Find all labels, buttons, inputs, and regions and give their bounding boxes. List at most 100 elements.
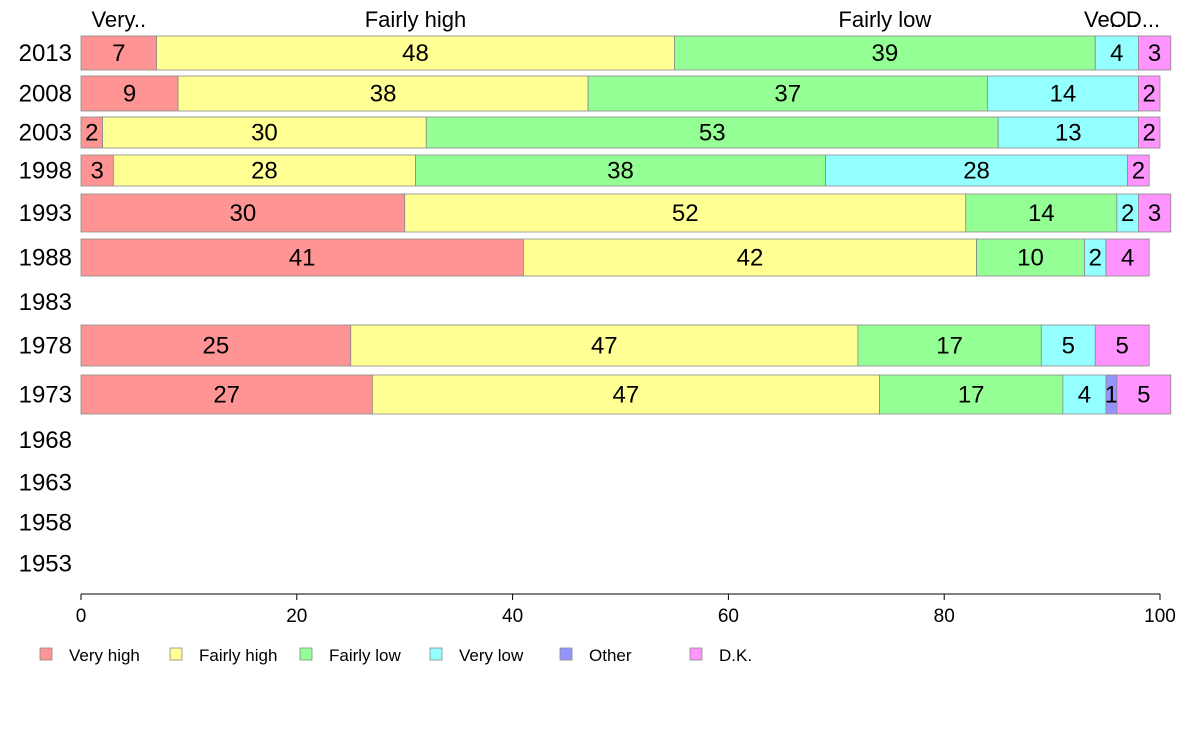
bar-label-2003-very-low: 13	[1055, 120, 1082, 147]
bar-label-1978-fairly-low: 17	[936, 333, 963, 360]
x-tick-label-20: 20	[286, 606, 307, 627]
bar-label-1993-very-low: 2	[1121, 200, 1134, 227]
top-label-4: O..	[1109, 7, 1138, 32]
bar-label-1988-fairly-high: 42	[737, 245, 764, 272]
bar-label-1993-fairly-low: 14	[1028, 200, 1055, 227]
y-tick-label-1963: 1963	[19, 470, 72, 497]
bar-label-2013-fairly-low: 39	[872, 40, 899, 67]
y-tick-label-1968: 1968	[19, 427, 72, 454]
legend-swatch-very-low	[429, 647, 443, 661]
bar-label-1998-fairly-high: 28	[251, 158, 278, 185]
legend-label-very-high: Very high	[69, 646, 140, 665]
x-tick-label-40: 40	[502, 606, 523, 627]
bar-2008-very-low	[986, 75, 1139, 112]
legend-label-other: Other	[589, 646, 632, 665]
bar-label-1998-d-k: 2	[1132, 158, 1145, 185]
bar-label-1978-very-high: 25	[203, 333, 230, 360]
bar-label-2008-very-low: 14	[1050, 81, 1077, 108]
bar-label-2003-fairly-high: 30	[251, 120, 278, 147]
y-tick-label-1988: 1988	[19, 245, 72, 272]
y-tick-label-1998: 1998	[19, 158, 72, 185]
bar-label-1973-fairly-low: 17	[958, 382, 985, 409]
bar-2008-very-high	[80, 75, 179, 112]
legend-swatch-very-high	[39, 647, 53, 661]
x-tick-label-60: 60	[718, 606, 739, 627]
bar-1978-fairly-low	[857, 324, 1042, 367]
bar-label-1998-very-low: 28	[963, 158, 990, 185]
legend-swatch-fairly-high	[169, 647, 183, 661]
bar-label-1973-fairly-high: 47	[613, 382, 640, 409]
bar-label-1973-very-high: 27	[213, 382, 240, 409]
top-label-2: Fairly low	[838, 7, 931, 32]
y-tick-label-2008: 2008	[19, 81, 72, 108]
bar-label-1978-d-k: 5	[1116, 333, 1129, 360]
y-tick-label-1953: 1953	[19, 551, 72, 578]
legend-label-very-low: Very low	[459, 646, 524, 665]
bar-label-1988-d-k: 4	[1121, 245, 1134, 272]
bar-2008-fairly-low	[587, 75, 988, 112]
bar-2003-fairly-low	[425, 116, 999, 149]
bar-2003-fairly-high	[102, 116, 427, 149]
bar-label-2003-fairly-low: 53	[699, 120, 726, 147]
bar-label-2008-d-k: 2	[1143, 81, 1156, 108]
legend-swatch-other	[559, 647, 573, 661]
bar-label-2013-very-low: 4	[1110, 40, 1123, 67]
bar-label-2003-very-high: 2	[85, 120, 98, 147]
y-tick-label-2013: 2013	[19, 40, 72, 67]
bar-1978-fairly-high	[350, 324, 859, 367]
top-label-5: D...	[1126, 7, 1160, 32]
bar-1998-very-low	[825, 154, 1129, 187]
bar-2003-very-low	[997, 116, 1139, 149]
bar-1998-d-k	[1127, 154, 1150, 187]
bar-label-2013-very-high: 7	[112, 40, 125, 67]
bar-label-2008-fairly-high: 38	[370, 81, 397, 108]
bar-1993-fairly-high	[404, 193, 967, 233]
bar-label-1993-d-k: 3	[1148, 200, 1161, 227]
top-label-1: Fairly high	[365, 7, 466, 32]
bar-2013-fairly-low	[674, 35, 1096, 71]
bar-1998-fairly-low	[415, 154, 826, 187]
bar-1978-very-high	[80, 324, 352, 367]
bar-1973-very-low	[1062, 374, 1107, 415]
bar-2003-d-k	[1138, 116, 1161, 149]
y-tick-label-1993: 1993	[19, 200, 72, 227]
y-tick-label-1983: 1983	[19, 289, 72, 316]
bar-1973-d-k	[1116, 374, 1172, 415]
y-tick-label-2003: 2003	[19, 120, 72, 147]
bar-label-2003-d-k: 2	[1143, 120, 1156, 147]
bar-label-1978-fairly-high: 47	[591, 333, 618, 360]
top-label-3: Ve..	[1084, 7, 1122, 32]
bar-1988-very-high	[80, 238, 524, 277]
bar-label-1998-very-high: 3	[91, 158, 104, 185]
legend-label-fairly-low: Fairly low	[329, 646, 402, 665]
bar-2008-d-k	[1138, 75, 1161, 112]
x-tick-label-80: 80	[934, 606, 955, 627]
bar-1988-fairly-low	[976, 238, 1085, 277]
y-tick-label-1958: 1958	[19, 510, 72, 537]
bar-2008-fairly-high	[177, 75, 589, 112]
y-tick-label-1978: 1978	[19, 333, 72, 360]
bar-label-1988-very-low: 2	[1089, 245, 1102, 272]
bar-label-1973-other: 1	[1105, 382, 1118, 409]
y-tick-label-1973: 1973	[19, 382, 72, 409]
bar-1973-fairly-low	[879, 374, 1064, 415]
bar-1993-d-k	[1138, 193, 1172, 233]
bar-label-1998-fairly-low: 38	[607, 158, 634, 185]
bar-1998-fairly-high	[112, 154, 416, 187]
legend-label-d-k: D.K.	[719, 646, 752, 665]
bar-2013-very-high	[80, 35, 157, 71]
x-tick-label-100: 100	[1144, 606, 1176, 627]
bar-1993-very-high	[80, 193, 406, 233]
bar-label-1988-fairly-low: 10	[1017, 245, 1044, 272]
legend-swatch-fairly-low	[299, 647, 313, 661]
bar-label-2013-fairly-high: 48	[402, 40, 429, 67]
top-label-0: Very..	[91, 7, 146, 32]
bar-label-1973-very-low: 4	[1078, 382, 1091, 409]
bar-1988-d-k	[1105, 238, 1150, 277]
bar-label-1993-very-high: 30	[229, 200, 256, 227]
bar-label-1993-fairly-high: 52	[672, 200, 699, 227]
legend-label-fairly-high: Fairly high	[199, 646, 277, 665]
bar-1973-fairly-high	[371, 374, 880, 415]
bar-2013-d-k	[1138, 35, 1172, 71]
